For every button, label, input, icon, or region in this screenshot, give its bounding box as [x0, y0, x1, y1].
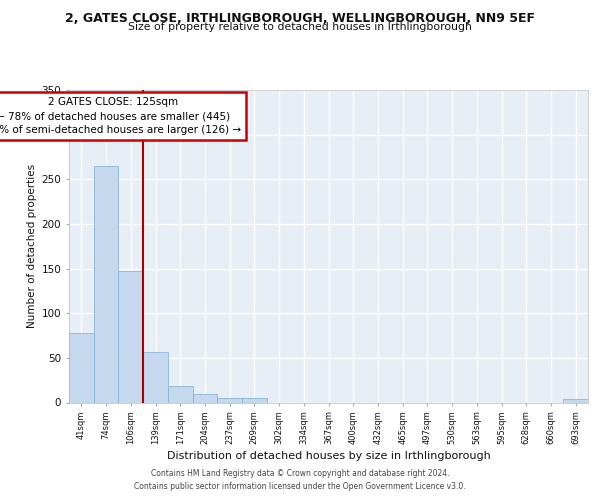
Bar	[69, 333, 94, 402]
Bar	[168, 386, 193, 402]
Text: 2, GATES CLOSE, IRTHLINGBOROUGH, WELLINGBOROUGH, NN9 5EF: 2, GATES CLOSE, IRTHLINGBOROUGH, WELLING…	[65, 12, 535, 26]
Y-axis label: Number of detached properties: Number of detached properties	[28, 164, 37, 328]
Bar	[193, 394, 217, 402]
Bar	[217, 398, 242, 402]
X-axis label: Distribution of detached houses by size in Irthlingborough: Distribution of detached houses by size …	[167, 451, 490, 461]
Bar	[118, 271, 143, 402]
Bar	[94, 166, 118, 402]
Text: Size of property relative to detached houses in Irthlingborough: Size of property relative to detached ho…	[128, 22, 472, 32]
Bar	[563, 399, 588, 402]
Text: Contains HM Land Registry data © Crown copyright and database right 2024.
Contai: Contains HM Land Registry data © Crown c…	[134, 470, 466, 491]
Text: 2 GATES CLOSE: 125sqm
← 78% of detached houses are smaller (445)
22% of semi-det: 2 GATES CLOSE: 125sqm ← 78% of detached …	[0, 97, 241, 135]
Bar	[242, 398, 267, 402]
Bar	[143, 352, 168, 403]
